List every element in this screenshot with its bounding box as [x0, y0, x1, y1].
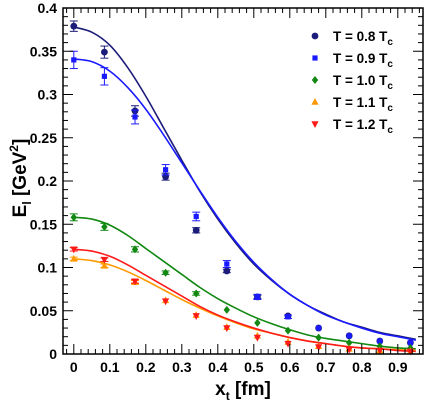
data-point: [70, 246, 78, 254]
data-point: [193, 213, 199, 220]
legend-marker: [312, 55, 318, 61]
legend: T = 0.8 Tc T = 0.9 Tc T = 1.0 Tc T = 1.1 Tc…: [311, 29, 393, 136]
data-point: [163, 167, 169, 173]
data-point: [101, 222, 108, 231]
data-point: [100, 261, 108, 269]
x-tick-label: 0.8: [352, 359, 372, 375]
series-5: [69, 246, 416, 356]
x-tick-label: 0: [70, 359, 78, 375]
data-point: [254, 294, 260, 300]
data-point: [254, 318, 261, 327]
data-point: [192, 313, 200, 320]
data-point: [346, 333, 352, 339]
data-point: [101, 73, 107, 79]
series-4: [69, 254, 416, 355]
series-2: [69, 50, 416, 346]
data-point: [223, 267, 231, 275]
data-point: [345, 346, 353, 354]
legend-marker: [311, 76, 319, 84]
y-axis-title-unit-pre: [GeV: [10, 151, 31, 201]
data-point: [70, 213, 77, 222]
legend-item: T = 0.9 Tc: [312, 51, 393, 70]
y-axis-title-sub: l: [20, 201, 34, 204]
data-point: [70, 22, 78, 30]
data-point: [70, 254, 78, 262]
x-tick-label: 0.7: [316, 359, 336, 375]
y-axis-title: El [GeV2]: [7, 139, 34, 218]
data-point: [377, 338, 383, 344]
legend-item: T = 1.2 Tc: [311, 117, 393, 136]
data-point: [224, 261, 230, 267]
y-tick-label: 0.35: [30, 43, 57, 59]
x-tick-label: 0.9: [388, 359, 408, 375]
data-point: [315, 333, 322, 342]
legend-label: T = 0.9 Tc: [333, 51, 393, 70]
y-axis-title-unit-sup: 2: [7, 145, 21, 152]
y-tick-label: 0.25: [30, 130, 57, 146]
legend-item: T = 1.0 Tc: [311, 73, 393, 92]
legend-marker: [311, 32, 319, 40]
chart-series-layer: [69, 20, 416, 356]
series-1: [69, 20, 416, 347]
legend-item: T = 0.8 Tc: [311, 29, 393, 48]
y-tick-label: 0.3: [38, 87, 58, 103]
series-3: [69, 213, 416, 352]
data-point: [346, 338, 353, 347]
data-point: [193, 289, 200, 298]
data-point: [284, 340, 292, 348]
data-point: [315, 344, 323, 352]
legend-label: T = 0.8 Tc: [333, 29, 393, 48]
data-point: [376, 347, 384, 355]
data-point: [223, 325, 231, 333]
data-point: [101, 48, 108, 56]
y-tick-label: 0: [49, 346, 57, 362]
x-axis-title-sub: t: [226, 389, 230, 403]
data-point: [407, 340, 413, 346]
fit-curve: [73, 216, 416, 350]
y-tick-label: 0.4: [38, 0, 58, 16]
fit-curve: [73, 248, 416, 353]
data-point: [316, 325, 322, 331]
y-tick-labels: 0 0.05 0.1 0.15 0.2 0.25 0.3 0.35 0.4: [30, 0, 57, 362]
legend-label: T = 1.2 Tc: [333, 117, 393, 136]
y-tick-label: 0.15: [30, 216, 57, 232]
legend-item: T = 1.1 Tc: [311, 95, 393, 114]
x-axis-title-unit: [fm]: [230, 379, 271, 400]
x-tick-label: 0.1: [100, 359, 120, 375]
y-axis-title-unit-post: ]: [10, 139, 31, 145]
y-axis-title-main: E: [10, 205, 31, 218]
legend-label: T = 1.1 Tc: [333, 95, 393, 114]
x-tick-label: 0.5: [244, 359, 264, 375]
legend-marker: [311, 98, 319, 105]
data-point: [223, 305, 230, 314]
axis-ticks: [63, 7, 423, 355]
fit-curve: [73, 58, 416, 341]
data-point: [284, 326, 292, 335]
data-point: [131, 245, 139, 254]
x-tick-label: 0.2: [136, 359, 156, 375]
data-point: [285, 314, 291, 320]
data-point: [71, 57, 77, 63]
x-tick-label: 0.6: [280, 359, 300, 375]
data-point: [253, 334, 261, 342]
fit-curve: [73, 258, 416, 352]
x-tick-label: 0.3: [172, 359, 192, 375]
data-point: [162, 298, 170, 306]
data-point: [162, 268, 169, 277]
x-axis-title-main: x: [215, 379, 226, 400]
y-tick-label: 0.2: [38, 173, 58, 189]
x-tick-labels: 0 0.1 0.2 0.3 0.4 0.5 0.6 0.7 0.8 0.9: [70, 359, 408, 375]
data-point: [100, 256, 108, 264]
y-tick-label: 0.1: [38, 260, 58, 276]
data-point: [132, 114, 138, 120]
y-tick-label: 0.05: [30, 303, 57, 319]
legend-label: T = 1.0 Tc: [333, 73, 393, 92]
x-tick-label: 0.4: [208, 359, 228, 375]
data-point: [131, 278, 139, 286]
data-point: [192, 226, 200, 234]
legend-marker: [311, 121, 319, 128]
x-axis-title: xt [fm]: [215, 379, 271, 403]
